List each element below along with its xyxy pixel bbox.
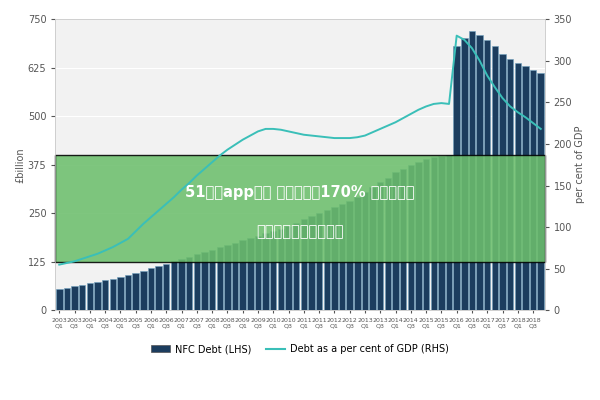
Bar <box>194 254 200 310</box>
Bar <box>454 46 460 310</box>
Bar <box>155 266 162 310</box>
Y-axis label: per cent of GDP: per cent of GDP <box>575 126 585 204</box>
Bar <box>423 159 430 310</box>
Bar <box>170 262 177 310</box>
Bar <box>392 172 399 310</box>
Bar <box>431 157 437 310</box>
Bar <box>64 288 70 310</box>
Bar <box>301 220 307 310</box>
Bar <box>354 197 361 310</box>
Bar <box>247 238 254 310</box>
Bar <box>117 277 124 310</box>
Bar <box>308 216 315 310</box>
Bar <box>377 182 383 310</box>
Bar <box>102 280 109 310</box>
Text: 期赴华游热度持续攀升: 期赴华游热度持续攀升 <box>256 224 344 240</box>
Bar <box>316 213 322 310</box>
Bar <box>178 259 185 310</box>
Bar <box>94 282 101 310</box>
Bar <box>79 285 85 310</box>
Bar <box>323 210 330 310</box>
Bar <box>522 66 529 310</box>
Bar <box>125 276 131 310</box>
Bar <box>224 245 230 310</box>
Bar <box>148 268 154 310</box>
Bar <box>385 178 391 310</box>
Bar <box>415 162 422 310</box>
Bar <box>484 40 490 310</box>
Bar <box>400 168 406 310</box>
Bar <box>293 223 299 310</box>
Bar <box>507 59 514 310</box>
Bar <box>209 250 215 310</box>
Bar <box>239 240 246 310</box>
Bar <box>469 31 475 310</box>
Bar <box>538 73 544 310</box>
Bar <box>491 46 498 310</box>
Bar <box>186 257 193 310</box>
Bar <box>346 201 353 310</box>
Bar <box>270 231 277 310</box>
Bar <box>232 243 238 310</box>
FancyBboxPatch shape <box>55 155 545 262</box>
Bar <box>140 271 146 310</box>
Bar <box>339 204 345 310</box>
Y-axis label: £billion: £billion <box>15 147 25 182</box>
Bar <box>71 286 78 310</box>
Bar <box>446 155 452 310</box>
Bar <box>331 207 338 310</box>
Bar <box>110 278 116 310</box>
Bar <box>461 38 467 310</box>
Bar <box>217 248 223 310</box>
Bar <box>133 273 139 310</box>
Bar <box>278 229 284 310</box>
Bar <box>530 70 536 310</box>
Bar <box>438 156 445 310</box>
Bar <box>86 283 93 310</box>
Text: 51配资app下载 预订量飙涨170% 韩国中秋假: 51配资app下载 预订量飙涨170% 韩国中秋假 <box>185 185 415 200</box>
Bar <box>476 34 483 310</box>
Bar <box>362 192 368 310</box>
Bar <box>201 252 208 310</box>
Bar <box>515 62 521 310</box>
Bar <box>407 165 414 310</box>
Bar <box>163 264 169 310</box>
Bar <box>255 236 261 310</box>
Bar <box>499 54 506 310</box>
Bar <box>262 234 269 310</box>
Bar <box>370 187 376 310</box>
Bar <box>285 226 292 310</box>
Bar <box>56 289 62 310</box>
Legend: NFC Debt (LHS), Debt as a per cent of GDP (RHS): NFC Debt (LHS), Debt as a per cent of GD… <box>147 340 453 358</box>
